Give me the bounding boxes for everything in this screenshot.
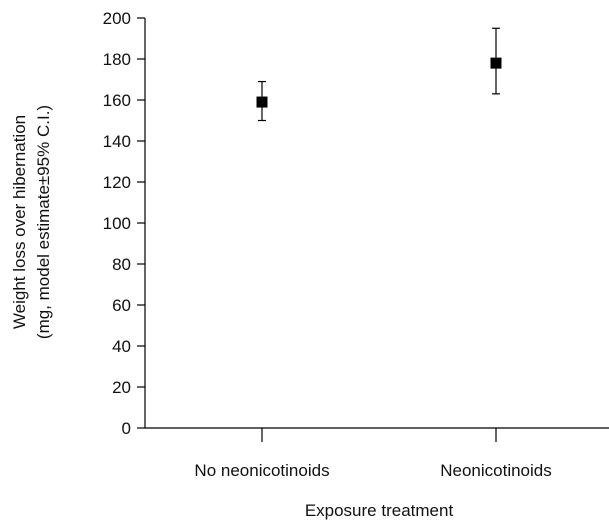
y-tick-label: 20 (112, 378, 131, 397)
y-tick-label: 80 (112, 255, 131, 274)
y-axis-title-line2: (mg, model estimate±95% C.I.) (34, 105, 53, 339)
y-tick-label: 160 (103, 91, 131, 110)
x-tick-label: No neonicotinoids (194, 461, 329, 480)
y-tick-label: 0 (122, 419, 131, 438)
y-tick-label: 40 (112, 337, 131, 356)
axes (144, 18, 609, 429)
y-tick-label: 100 (103, 214, 131, 233)
y-tick-label: 200 (103, 9, 131, 28)
data-marks (256, 27, 502, 122)
data-point-marker (256, 96, 268, 108)
y-tick-label: 180 (103, 50, 131, 69)
y-tick-label: 120 (103, 173, 131, 192)
x-axis-title: Exposure treatment (305, 501, 454, 520)
y-tick-label: 60 (112, 296, 131, 315)
x-tick-label: Neonicotinoids (440, 461, 552, 480)
y-tick-label: 140 (103, 132, 131, 151)
y-axis-title-line1: Weight loss over hibernation (10, 115, 29, 329)
ticks: 0 20 40 60 80 100 120 140 160 180 200 No neonicotin… (103, 9, 552, 480)
data-point-marker (490, 57, 502, 69)
